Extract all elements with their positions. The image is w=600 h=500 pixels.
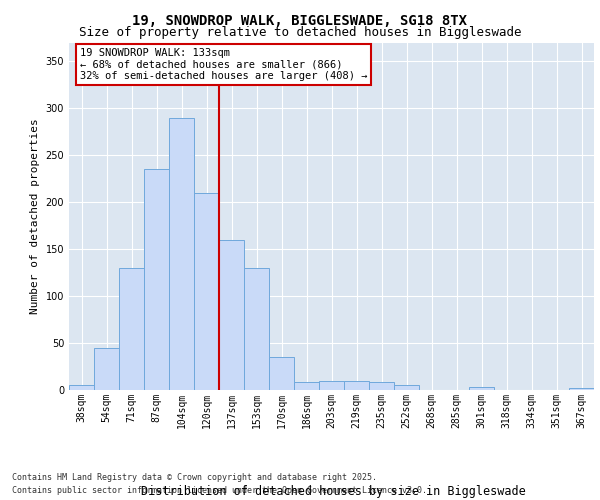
- Text: Contains public sector information licensed under the Open Government Licence v3: Contains public sector information licen…: [12, 486, 427, 495]
- Text: Distribution of detached houses by size in Biggleswade: Distribution of detached houses by size …: [140, 484, 526, 498]
- Bar: [169, 118, 194, 390]
- Bar: [269, 357, 294, 390]
- Bar: [294, 382, 319, 390]
- Bar: [94, 348, 119, 390]
- Bar: [394, 386, 419, 390]
- Bar: [469, 387, 494, 390]
- Bar: [194, 193, 219, 390]
- Text: Contains HM Land Registry data © Crown copyright and database right 2025.: Contains HM Land Registry data © Crown c…: [12, 472, 377, 482]
- Bar: [369, 382, 394, 390]
- Bar: [319, 380, 344, 390]
- Bar: [69, 386, 94, 390]
- Text: 19, SNOWDROP WALK, BIGGLESWADE, SG18 8TX: 19, SNOWDROP WALK, BIGGLESWADE, SG18 8TX: [133, 14, 467, 28]
- Bar: [344, 380, 369, 390]
- Bar: [144, 170, 169, 390]
- Text: Size of property relative to detached houses in Biggleswade: Size of property relative to detached ho…: [79, 26, 521, 39]
- Bar: [569, 388, 594, 390]
- Y-axis label: Number of detached properties: Number of detached properties: [30, 118, 40, 314]
- Bar: [119, 268, 144, 390]
- Bar: [244, 268, 269, 390]
- Bar: [219, 240, 244, 390]
- Text: 19 SNOWDROP WALK: 133sqm
← 68% of detached houses are smaller (866)
32% of semi-: 19 SNOWDROP WALK: 133sqm ← 68% of detach…: [79, 48, 367, 81]
